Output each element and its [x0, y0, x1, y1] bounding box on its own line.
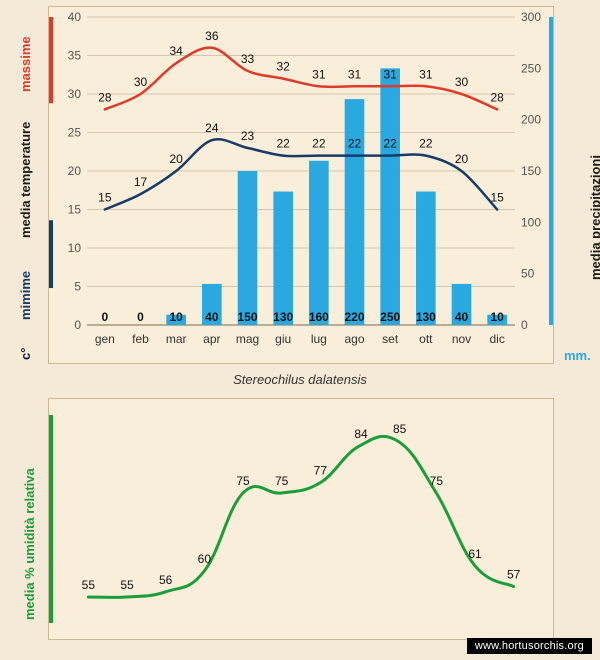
svg-text:feb: feb: [132, 332, 149, 346]
svg-text:0: 0: [101, 310, 108, 324]
svg-text:84: 84: [354, 427, 368, 441]
svg-text:22: 22: [276, 137, 290, 151]
svg-text:17: 17: [134, 175, 148, 189]
svg-text:23: 23: [241, 129, 255, 143]
svg-text:33: 33: [241, 52, 255, 66]
precip-bar: [273, 192, 293, 325]
svg-text:lug: lug: [311, 332, 327, 346]
svg-text:75: 75: [236, 474, 250, 488]
svg-text:15: 15: [68, 203, 82, 217]
svg-text:22: 22: [383, 137, 397, 151]
svg-text:15: 15: [98, 191, 112, 205]
svg-text:31: 31: [348, 67, 362, 81]
svg-text:30: 30: [455, 75, 469, 89]
svg-text:24: 24: [205, 121, 219, 135]
svg-text:25: 25: [68, 126, 82, 140]
svg-text:75: 75: [275, 474, 289, 488]
label-massime: massime: [18, 36, 33, 92]
svg-text:giu: giu: [275, 332, 291, 346]
svg-text:61: 61: [468, 547, 482, 561]
svg-text:55: 55: [82, 578, 96, 592]
svg-text:40: 40: [68, 10, 82, 24]
svg-text:77: 77: [314, 464, 328, 478]
svg-text:mag: mag: [236, 332, 259, 346]
svg-text:34: 34: [169, 44, 183, 58]
svg-text:300: 300: [521, 10, 541, 24]
humidity-line: [88, 436, 513, 597]
svg-text:31: 31: [312, 67, 326, 81]
svg-text:10: 10: [68, 241, 82, 255]
svg-text:10: 10: [490, 310, 504, 324]
svg-text:150: 150: [237, 310, 257, 324]
svg-text:28: 28: [98, 90, 112, 104]
svg-text:200: 200: [521, 113, 541, 127]
svg-text:10: 10: [169, 310, 183, 324]
svg-text:250: 250: [521, 61, 541, 75]
svg-text:set: set: [382, 332, 399, 346]
svg-text:75: 75: [430, 474, 444, 488]
svg-text:5: 5: [74, 280, 81, 294]
svg-text:250: 250: [380, 310, 400, 324]
svg-text:60: 60: [198, 552, 212, 566]
label-humidity: media % umidità relativa: [22, 468, 37, 620]
svg-text:40: 40: [455, 310, 469, 324]
precip-bar: [416, 192, 436, 325]
svg-text:0: 0: [521, 318, 528, 332]
climate-chart: 0 5 10 15 20 25 30 35 40 0 50 100 150 200 250 300 0 gen 0 f…: [48, 6, 554, 364]
svg-text:22: 22: [312, 137, 326, 151]
label-unit-c: c°: [18, 348, 33, 360]
svg-text:15: 15: [490, 191, 504, 205]
svg-text:20: 20: [68, 164, 82, 178]
label-unit-mm: mm.: [564, 348, 591, 363]
svg-text:56: 56: [159, 573, 173, 587]
species-title: Stereochilus dalatensis: [0, 372, 600, 387]
label-precip: media precipitazioni: [588, 155, 600, 280]
svg-text:ott: ott: [419, 332, 433, 346]
svg-text:apr: apr: [203, 332, 220, 346]
svg-text:22: 22: [348, 137, 362, 151]
precip-bar: [238, 171, 258, 325]
svg-text:160: 160: [309, 310, 329, 324]
svg-text:57: 57: [507, 568, 521, 582]
svg-text:20: 20: [169, 152, 183, 166]
svg-text:20: 20: [455, 152, 469, 166]
svg-text:28: 28: [490, 90, 504, 104]
svg-text:30: 30: [134, 75, 148, 89]
svg-text:35: 35: [68, 49, 82, 63]
svg-text:55: 55: [120, 578, 134, 592]
svg-text:0: 0: [137, 310, 144, 324]
svg-text:mar: mar: [166, 332, 187, 346]
svg-text:22: 22: [419, 137, 433, 151]
humidity-chart: 55 55 56 60 75 75 77 84 85 75 61 57: [48, 398, 554, 640]
label-temperature: media temperature: [18, 122, 33, 238]
svg-text:0: 0: [74, 318, 81, 332]
svg-text:130: 130: [416, 310, 436, 324]
precip-bar: [380, 68, 400, 325]
svg-text:85: 85: [393, 422, 407, 436]
svg-text:50: 50: [521, 267, 535, 281]
precip-bar: [345, 99, 365, 325]
svg-text:gen: gen: [95, 332, 115, 346]
svg-text:30: 30: [68, 87, 82, 101]
precip-bar: [309, 161, 329, 325]
svg-text:100: 100: [521, 215, 541, 229]
svg-text:150: 150: [521, 164, 541, 178]
svg-text:130: 130: [273, 310, 293, 324]
svg-text:40: 40: [205, 310, 219, 324]
label-minime: mimime: [18, 271, 33, 320]
svg-text:31: 31: [383, 67, 397, 81]
svg-text:dic: dic: [489, 332, 504, 346]
svg-text:32: 32: [276, 60, 290, 74]
svg-text:nov: nov: [452, 332, 471, 346]
svg-text:31: 31: [419, 67, 433, 81]
svg-text:ago: ago: [344, 332, 364, 346]
svg-text:220: 220: [344, 310, 364, 324]
svg-text:36: 36: [205, 29, 219, 43]
watermark: www.hortusorchis.org: [467, 638, 592, 654]
